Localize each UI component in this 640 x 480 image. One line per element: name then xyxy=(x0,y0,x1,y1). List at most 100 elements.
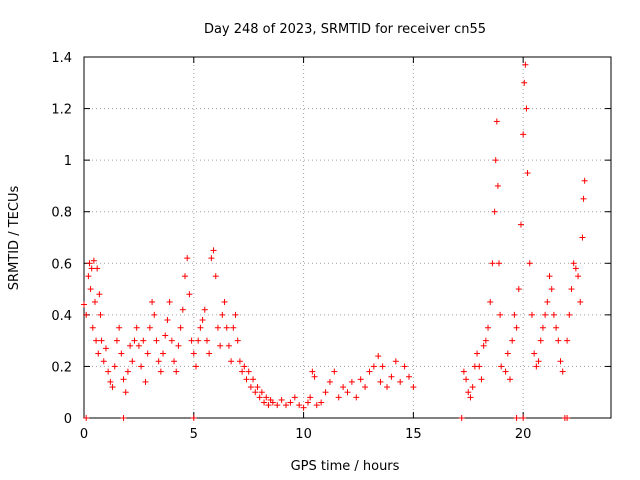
data-point xyxy=(553,324,560,331)
data-point xyxy=(580,195,587,202)
data-point xyxy=(116,324,123,331)
data-point xyxy=(127,342,134,349)
data-point xyxy=(548,286,555,293)
data-point xyxy=(223,324,230,331)
data-point xyxy=(300,404,307,411)
data-point xyxy=(217,342,224,349)
data-point xyxy=(175,342,182,349)
data-point xyxy=(236,358,243,365)
data-point xyxy=(497,311,504,318)
data-point xyxy=(353,394,360,401)
data-point xyxy=(331,368,338,375)
data-point xyxy=(564,337,571,344)
data-point xyxy=(557,358,564,365)
data-point xyxy=(107,378,114,385)
data-point xyxy=(362,384,369,391)
data-point xyxy=(241,363,248,370)
data-point xyxy=(577,298,584,305)
data-point xyxy=(203,337,210,344)
data-point xyxy=(265,402,272,409)
data-point xyxy=(197,324,204,331)
data-point xyxy=(252,389,259,396)
data-point xyxy=(149,298,156,305)
data-point xyxy=(210,247,217,254)
data-point xyxy=(102,345,109,352)
data-point xyxy=(283,402,290,409)
data-point xyxy=(401,363,408,370)
data-point xyxy=(225,342,232,349)
data-point xyxy=(539,324,546,331)
data-point xyxy=(550,311,557,318)
data-point xyxy=(542,311,549,318)
data-point xyxy=(140,337,147,344)
data-point xyxy=(160,350,167,357)
data-point xyxy=(520,415,527,421)
data-point xyxy=(537,337,544,344)
data-point xyxy=(151,311,158,318)
data-point xyxy=(177,324,184,331)
data-point xyxy=(274,402,281,409)
data-point xyxy=(118,350,125,357)
y-tick-label: 0.2 xyxy=(51,360,72,375)
data-point xyxy=(153,337,160,344)
data-point xyxy=(232,311,239,318)
data-point xyxy=(190,415,197,421)
x-tick-label: 5 xyxy=(190,427,198,442)
data-point xyxy=(522,61,529,68)
data-point xyxy=(87,286,94,293)
data-point xyxy=(579,234,586,241)
data-point xyxy=(564,415,571,421)
data-point xyxy=(496,260,503,267)
data-point xyxy=(261,399,268,406)
data-point xyxy=(366,368,373,375)
data-point xyxy=(377,378,384,385)
data-point xyxy=(559,368,566,375)
data-point xyxy=(146,324,153,331)
data-point xyxy=(190,350,197,357)
data-point xyxy=(405,373,412,380)
data-point xyxy=(502,368,509,375)
data-point xyxy=(357,376,364,383)
data-point xyxy=(162,332,169,339)
data-point xyxy=(85,273,92,280)
data-point xyxy=(487,298,494,305)
data-point xyxy=(326,378,333,385)
data-point xyxy=(375,353,382,360)
data-point xyxy=(344,389,351,396)
data-point xyxy=(397,378,404,385)
data-point xyxy=(322,389,329,396)
axis-ticks: 0 5 10 15 20 0 0.2 0.4 0.6 0.8 1 1.2 1.4 xyxy=(51,51,611,442)
data-point xyxy=(166,298,173,305)
data-point xyxy=(370,363,377,370)
data-point xyxy=(243,376,250,383)
data-point xyxy=(474,350,481,357)
x-tick-label: 20 xyxy=(515,427,532,442)
x-tick-label: 10 xyxy=(295,427,312,442)
data-point xyxy=(478,376,485,383)
data-point xyxy=(575,273,582,280)
data-point xyxy=(520,131,527,138)
data-point xyxy=(157,368,164,375)
data-point xyxy=(296,402,303,409)
data-point xyxy=(95,350,102,357)
data-point xyxy=(544,298,551,305)
data-point xyxy=(318,399,325,406)
y-tick-label: 0.4 xyxy=(51,309,72,324)
data-point xyxy=(517,221,524,228)
data-point xyxy=(493,118,500,125)
data-point xyxy=(460,368,467,375)
data-point xyxy=(463,376,470,383)
data-point xyxy=(206,350,213,357)
data-point xyxy=(515,286,522,293)
data-point xyxy=(124,368,131,375)
data-point xyxy=(568,286,575,293)
data-point xyxy=(482,337,489,344)
chart-title: Day 248 of 2023, SRMTID for receiver cn5… xyxy=(204,22,486,37)
data-point xyxy=(96,291,103,298)
data-point xyxy=(524,170,531,177)
data-point xyxy=(480,342,487,349)
data-point xyxy=(171,358,178,365)
data-point xyxy=(219,311,226,318)
data-point xyxy=(476,363,483,370)
data-point xyxy=(469,384,476,391)
